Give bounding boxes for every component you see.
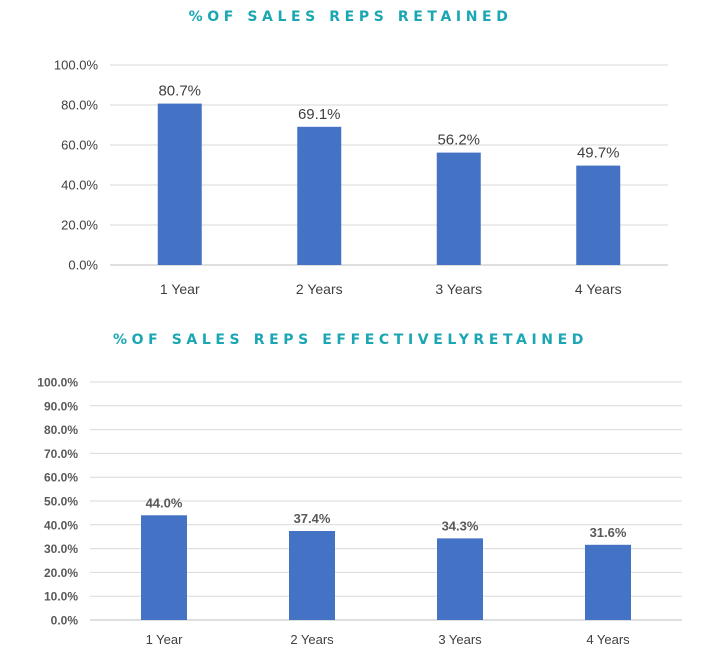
y-tick-label: 80.0% xyxy=(61,98,98,113)
bar xyxy=(437,538,483,620)
data-label: 31.6% xyxy=(590,525,627,540)
bar-chart-retained: 0.0% 20.0% 40.0% 60.0% 80.0% 100.0% 80.7% 1 Yea… xyxy=(54,58,668,297)
x-category-label: 3 Years xyxy=(435,281,482,297)
data-label: 34.3% xyxy=(442,518,479,533)
bar xyxy=(576,165,621,265)
chart-title-effectively-retained: %OF SALES REPS EFFECTIVELYRETAINED xyxy=(112,332,588,348)
y-tick-label: 60.0% xyxy=(61,138,98,153)
bar xyxy=(297,126,342,265)
y-tick-label: 100.0% xyxy=(37,376,78,390)
x-category-label: 2 Years xyxy=(296,281,343,297)
y-tick-label: 90.0% xyxy=(44,399,78,413)
y-tick-label: 60.0% xyxy=(44,471,78,485)
x-category-label: 4 Years xyxy=(586,632,630,647)
x-category-label: 1 Year xyxy=(160,281,200,297)
y-tick-label: 50.0% xyxy=(44,495,78,509)
y-tick-label: 0.0% xyxy=(51,614,79,628)
data-label: 49.7% xyxy=(577,145,620,162)
y-tick-label: 40.0% xyxy=(44,518,78,532)
y-tick-label: 80.0% xyxy=(44,423,78,437)
data-label: 80.7% xyxy=(158,83,201,100)
bar xyxy=(289,530,335,620)
y-tick-label: 100.0% xyxy=(54,58,99,73)
data-label: 44.0% xyxy=(146,495,183,510)
bar xyxy=(141,515,187,620)
bar xyxy=(585,544,631,620)
y-tick-label: 40.0% xyxy=(61,178,98,193)
x-category-label: 4 Years xyxy=(575,281,622,297)
x-category-label: 2 Years xyxy=(290,632,334,647)
y-tick-label: 0.0% xyxy=(68,258,98,273)
y-tick-label: 20.0% xyxy=(44,566,78,580)
data-label: 37.4% xyxy=(294,511,331,526)
y-tick-label: 70.0% xyxy=(44,447,78,461)
bar xyxy=(436,152,481,265)
bar xyxy=(157,103,202,265)
data-label: 56.2% xyxy=(437,132,480,149)
y-tick-label: 20.0% xyxy=(61,218,98,233)
x-category-label: 3 Years xyxy=(438,632,482,647)
chart-title-retained: %OF SALES REPS RETAINED xyxy=(188,9,513,25)
x-category-label: 1 Year xyxy=(146,632,184,647)
bar-chart-effectively-retained: 0.0% 10.0% 20.0% 30.0% 40.0% 50.0% 60.0% 70.0% 8… xyxy=(37,376,682,647)
y-tick-label: 10.0% xyxy=(44,590,78,604)
data-label: 69.1% xyxy=(298,106,341,123)
y-tick-label: 30.0% xyxy=(44,542,78,556)
